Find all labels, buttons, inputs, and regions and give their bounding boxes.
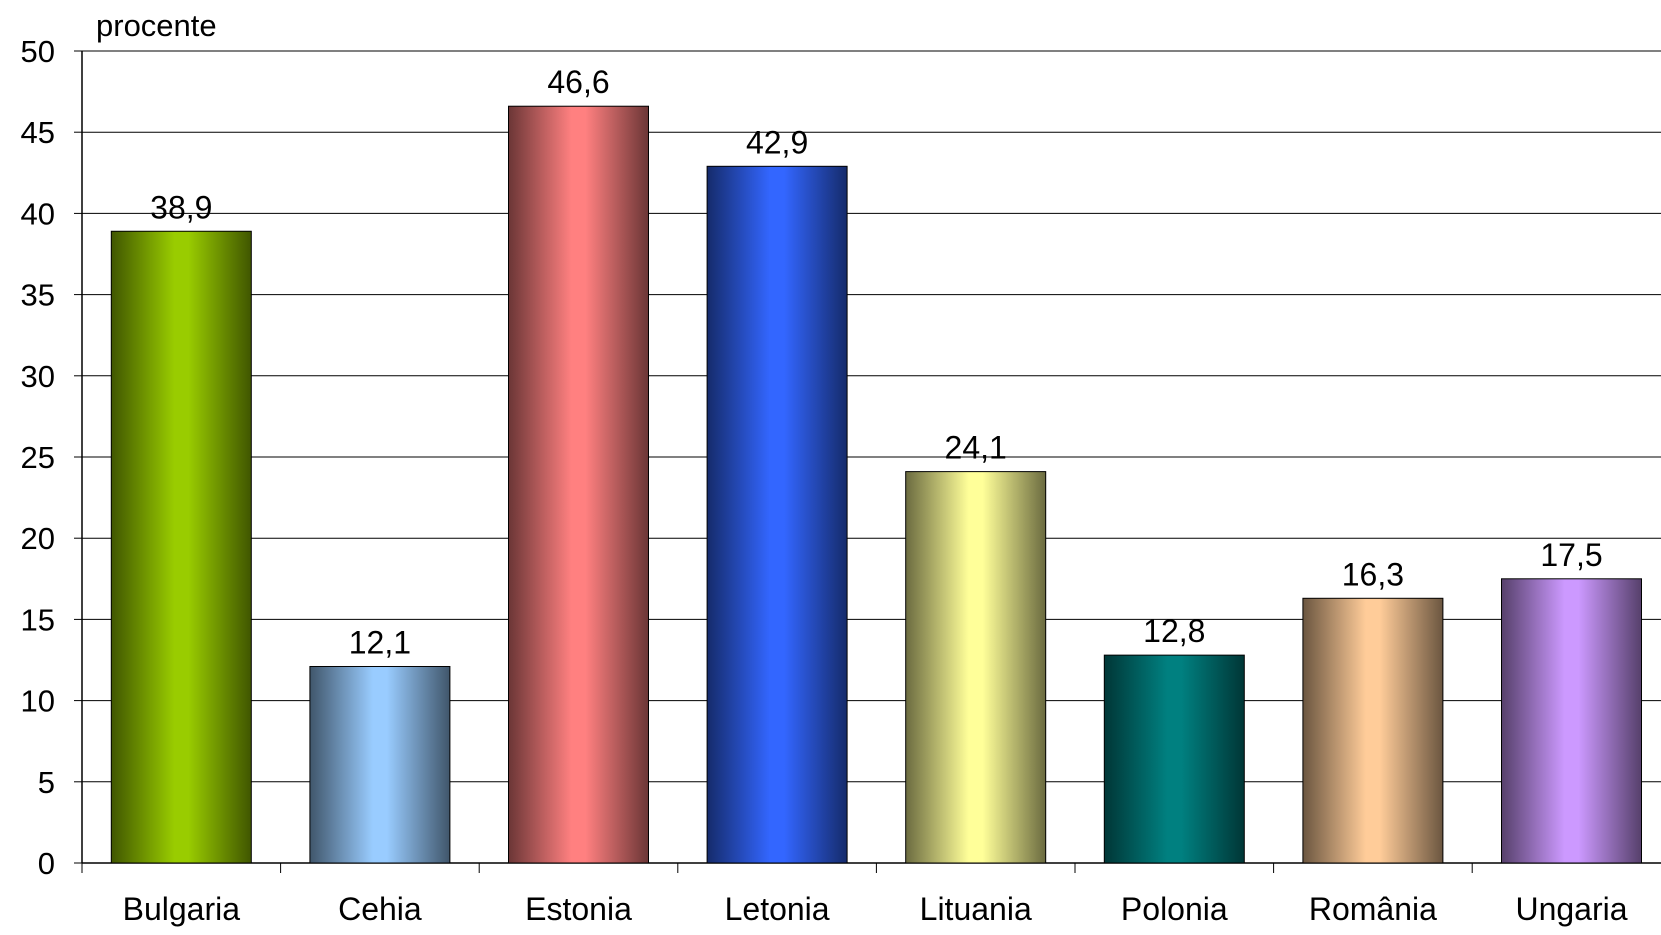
y-tick-label: 45 (21, 115, 55, 150)
x-category-label: Ungaria (1515, 891, 1627, 927)
x-category-label: Lituania (920, 891, 1032, 927)
y-tick-label: 5 (38, 765, 55, 800)
bars (110, 105, 1642, 864)
data-label: 46,6 (547, 64, 609, 100)
y-tick-label: 50 (21, 34, 55, 69)
y-tick-label: 10 (21, 684, 55, 719)
data-label: 38,9 (150, 189, 212, 225)
y-tick-label: 35 (21, 278, 55, 313)
x-category-label: Polonia (1121, 891, 1228, 927)
data-label: 16,3 (1342, 556, 1404, 592)
x-category-label: Bulgaria (123, 891, 241, 927)
axes: 0 5 10 15 20 25 30 35 40 45 50 (21, 34, 1661, 881)
data-label: 12,8 (1143, 613, 1205, 649)
bar-polonia (1103, 654, 1245, 864)
data-label: 24,1 (945, 430, 1007, 466)
y-tick-label: 30 (21, 359, 55, 394)
bar-românia (1302, 597, 1444, 864)
y-axis-label: procente (96, 8, 217, 43)
data-label: 17,5 (1540, 537, 1602, 573)
x-category-label: Estonia (525, 891, 632, 927)
y-tick-label: 0 (38, 846, 55, 881)
bar-bulgaria (110, 230, 252, 864)
x-category-label: Cehia (338, 891, 422, 927)
bar-letonia (706, 165, 848, 864)
y-tick-label: 20 (21, 521, 55, 556)
bar-ungaria (1501, 578, 1642, 864)
x-category-label: Letonia (725, 891, 830, 927)
y-tick-label: 25 (21, 440, 55, 475)
x-category-label: România (1309, 891, 1437, 927)
bar-estonia (508, 105, 649, 864)
data-labels: 38,9 Bulgaria 12,1 Cehia 46,6 Estonia 42,9 Leto… (123, 64, 1628, 927)
y-tick-label: 15 (21, 602, 55, 637)
data-label: 42,9 (746, 124, 808, 160)
y-tick-label: 40 (21, 196, 55, 231)
bar-cehia (309, 665, 451, 864)
data-label: 12,1 (349, 624, 411, 660)
bar-lituania (905, 471, 1047, 864)
